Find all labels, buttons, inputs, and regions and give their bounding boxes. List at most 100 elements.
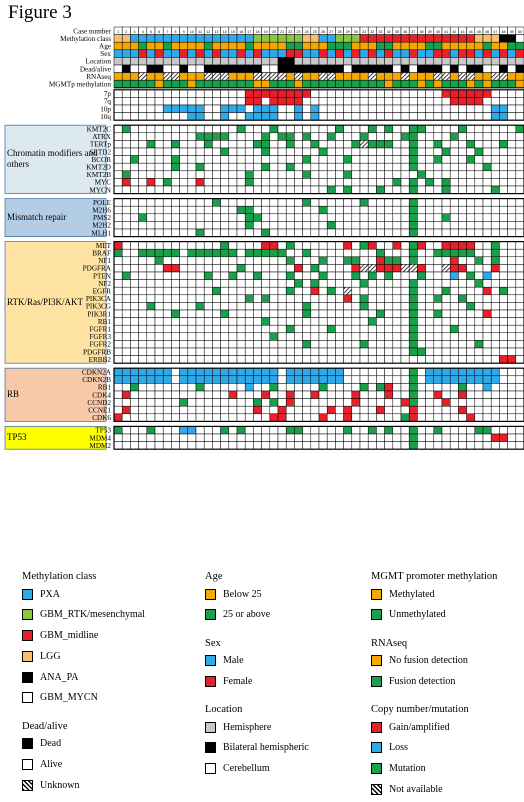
annotation-cell [466,41,476,51]
gene-cell [154,355,164,364]
annotation-cell [253,34,262,43]
gene-cell [285,256,295,265]
gene-cell [294,264,303,273]
gene-cell [130,198,139,207]
case-number: 17 [247,30,251,34]
gene-cell [146,367,156,377]
gene-cell [400,97,410,106]
gene-cell [294,294,303,303]
gene-cell [417,89,426,98]
gene-cell [474,104,484,113]
legend-heading: Copy number/mutation [371,704,469,716]
gene-cell [130,375,139,384]
gene-cell [269,383,279,392]
gene-cell [326,367,336,377]
gene-cell [195,324,205,334]
gene-cell [203,405,213,415]
gene-cell [433,324,443,334]
gene-cell [253,170,262,179]
gene-cell [466,441,476,450]
gene-cell [212,256,221,265]
legend-item: Bilateral hemispheric [205,740,309,756]
gene-cell [433,170,443,179]
gene-cell [343,317,353,326]
annotation-cell [318,72,328,81]
gene-cell [343,405,353,415]
annotation-cell [343,41,353,51]
gene-cell [335,248,344,258]
gene-cell [146,324,156,334]
gene-cell [482,279,492,288]
gene-cell [277,205,287,215]
gene-cell [441,383,451,392]
gene-cell [425,178,435,187]
gene-cell [302,317,312,326]
gene-cell [507,221,517,230]
gene-cell [433,367,443,377]
gene-cell [499,405,508,415]
gene-cell [146,256,156,265]
gene-cell [253,248,262,258]
gene-cell [335,398,344,407]
gene-cell [367,375,377,384]
gene-row-label: PMS2 [93,214,111,222]
gene-cell [359,355,369,364]
legend-swatch [22,630,33,642]
annotation-cell [474,64,484,73]
annotation-cell [433,79,443,89]
gene-cell [400,367,410,377]
gene-cell [236,104,246,113]
gene-cell [343,279,353,288]
gene-cell [392,302,402,311]
gene-cell [335,178,344,187]
gene-cell [433,256,443,265]
gene-cell [425,271,435,280]
gene-cell [384,228,394,237]
gene-cell [285,89,295,98]
gene-cell [351,256,361,265]
gene-cell [408,340,418,349]
gene-cell [392,294,402,303]
gene-cell [187,347,197,356]
gene-cell [179,441,189,450]
gene-cell [269,228,279,237]
gene-cell [154,132,164,141]
gene-cell [490,221,500,230]
gene-cell [171,405,180,415]
gene-cell [367,279,377,288]
case-number: 34 [387,30,391,34]
gene-group-box [4,425,107,450]
gene-cell [392,147,402,156]
gene-cell [515,155,524,164]
annotation-cell [253,57,262,66]
gene-cell [466,112,476,121]
gene-cell [228,309,238,318]
gene-cell [441,264,451,273]
gene-cell [335,185,344,194]
annotation-cell [310,34,320,43]
gene-cell [482,185,492,194]
gene-cell [212,97,221,106]
annotation-row-label: Methylation class [60,35,111,43]
gene-cell [179,256,189,265]
gene-cell [261,264,271,273]
gene-cell [408,162,418,172]
gene-cell [318,264,328,273]
case-number: 4 [142,30,144,34]
gene-cell [171,332,180,341]
gene-cell [162,279,172,288]
gene-cell [384,132,394,141]
gene-cell [236,140,246,149]
gene-cell [433,264,443,273]
gene-cell [474,279,484,288]
gene-cell [458,104,467,113]
gene-cell [171,390,180,399]
gene-cell [490,124,500,134]
gene-cell [458,112,467,121]
gene-cell [113,340,123,349]
gene-cell [425,241,435,250]
gene-cell [490,405,500,415]
gene-cell [400,433,410,442]
gene-cell [203,162,213,172]
gene-cell [236,324,246,334]
